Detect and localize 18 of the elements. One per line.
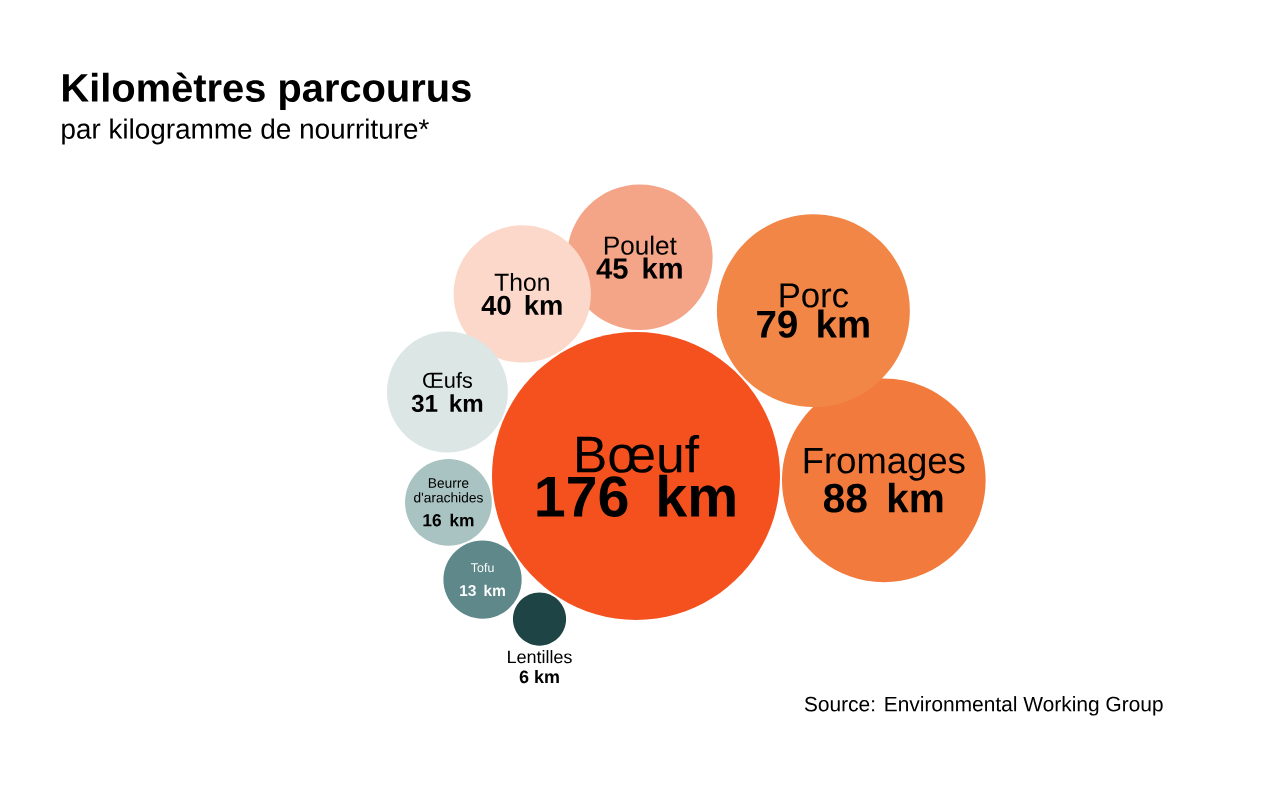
category-label: Fromages [804, 448, 965, 481]
category-label: Lentilles [508, 650, 572, 664]
source-note: Source: Environmental Working Group [804, 696, 1163, 716]
data-label: 31 km [411, 394, 483, 412]
data-label: 79 km [757, 309, 869, 338]
data-label: 176 km [537, 474, 735, 517]
data-label: 88 km [823, 482, 943, 513]
category-label: Bœuf [577, 435, 700, 473]
data-label: 45 km [596, 257, 682, 279]
data-label: 6 km [519, 669, 559, 684]
category-label: Thon [494, 272, 549, 292]
category-label: Poulet [604, 235, 677, 255]
text: par kilogramme de nourriture* [62, 118, 429, 145]
category-label: Œufs [423, 372, 472, 389]
data-label: 40 km [481, 294, 562, 316]
text: Kilomètres parcourus [63, 72, 471, 110]
data-label: 16 km [423, 513, 474, 527]
category-label: Porc [780, 283, 849, 308]
